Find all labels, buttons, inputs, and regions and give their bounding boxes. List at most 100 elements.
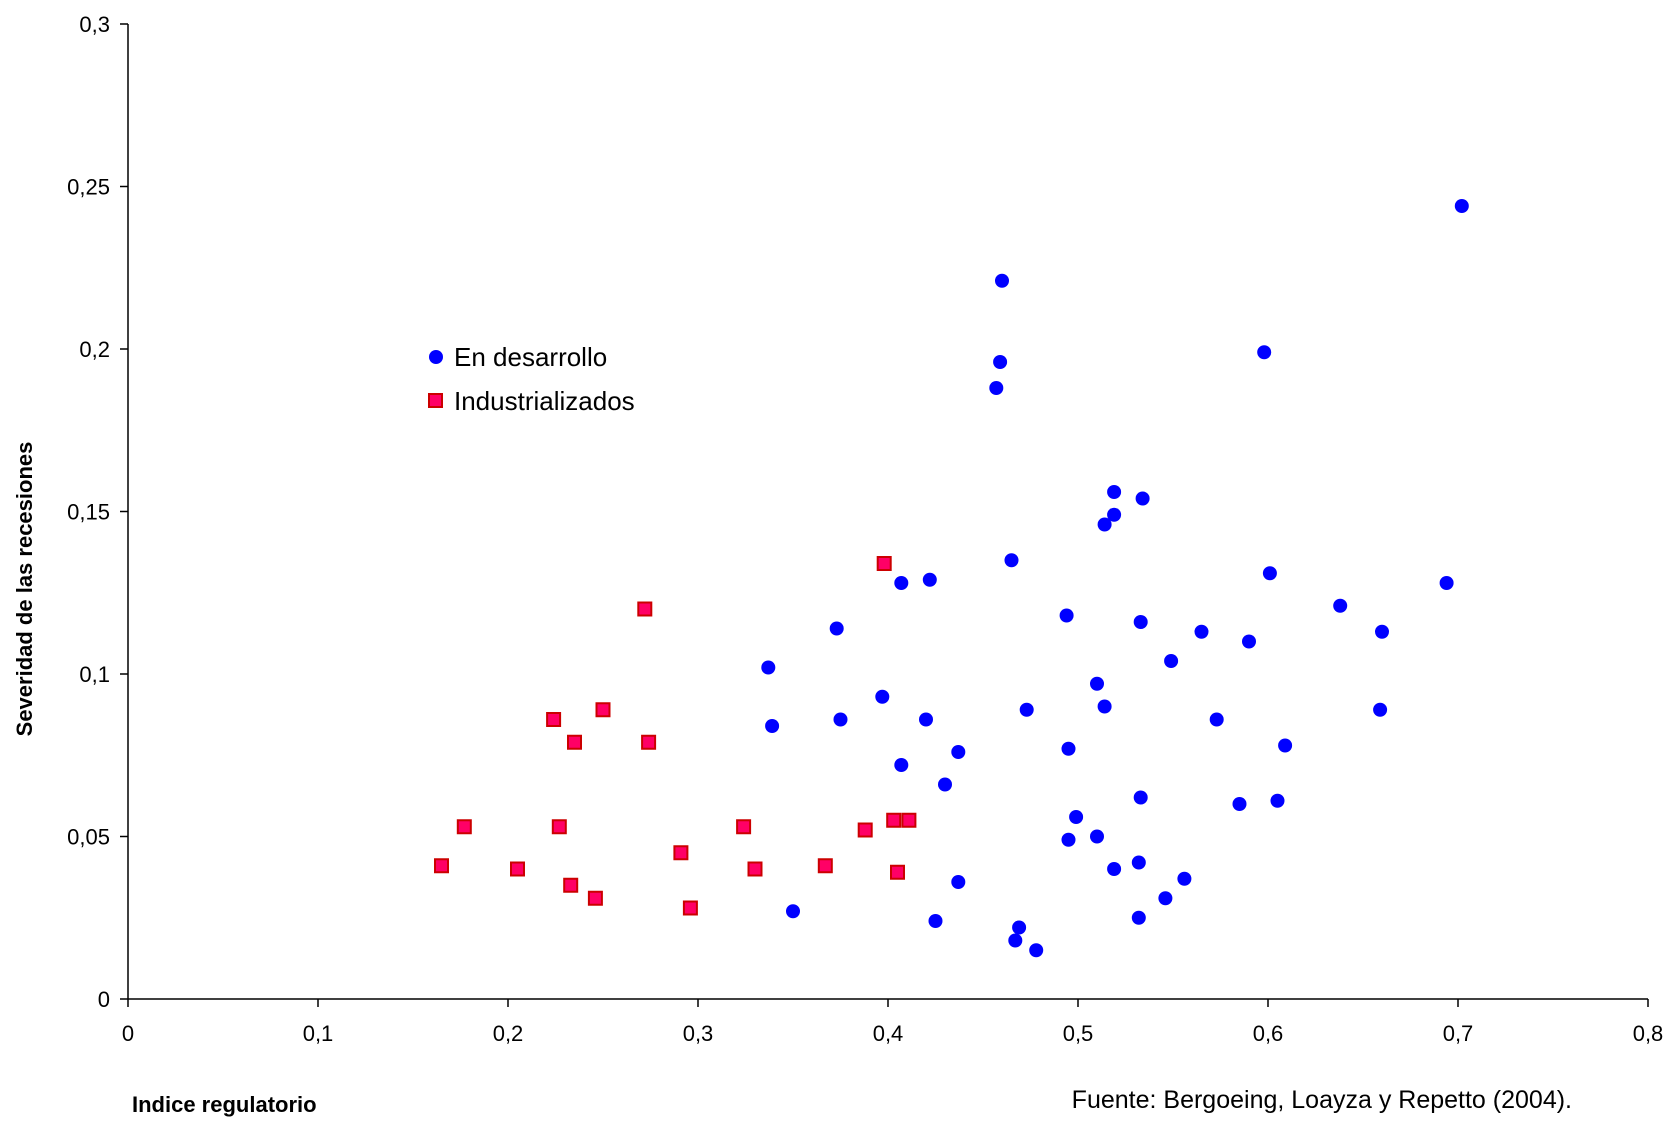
- point-en-desarrollo: [938, 777, 952, 792]
- point-en-desarrollo: [1194, 624, 1209, 639]
- y-tick-label: 0: [98, 987, 110, 1012]
- point-en-desarrollo: [1107, 507, 1122, 522]
- point-en-desarrollo: [829, 621, 844, 636]
- x-tick-label: 0,4: [873, 1021, 904, 1046]
- y-tick-label: 0,05: [67, 825, 110, 850]
- y-tick-label: 0,15: [67, 500, 110, 525]
- point-en-desarrollo: [1107, 862, 1122, 876]
- y-tick-label: 0,2: [79, 337, 110, 362]
- x-tick-label: 0,5: [1063, 1021, 1094, 1046]
- x-tick-label: 0,7: [1443, 1021, 1474, 1046]
- point-en-desarrollo: [951, 875, 966, 889]
- x-tick-label: 0,1: [303, 1021, 334, 1046]
- point-industrializados: [901, 812, 917, 828]
- point-industrializados: [890, 864, 905, 880]
- point-industrializados: [595, 702, 611, 718]
- point-en-desarrollo: [1439, 576, 1454, 590]
- y-tick-label: 0,3: [79, 12, 110, 37]
- point-industrializados: [551, 819, 567, 835]
- y-tick-label: 0,1: [79, 662, 110, 687]
- point-industrializados: [682, 900, 698, 916]
- point-en-desarrollo: [1069, 810, 1084, 824]
- x-tick-label: 0,3: [683, 1021, 714, 1046]
- point-en-desarrollo: [1158, 891, 1173, 906]
- point-industrializados: [817, 858, 833, 874]
- y-ticks: 0 0,05 0,1 0,15 0,2 0,25 0,3: [67, 12, 128, 1012]
- point-en-desarrollo: [1131, 855, 1146, 870]
- point-en-desarrollo: [928, 914, 943, 928]
- point-en-desarrollo: [894, 758, 909, 772]
- legend-label-industrializados: Industrializados: [454, 386, 635, 416]
- point-en-desarrollo: [894, 576, 909, 590]
- point-en-desarrollo: [1133, 790, 1148, 805]
- point-industrializados: [567, 734, 582, 750]
- point-en-desarrollo: [951, 745, 966, 759]
- point-en-desarrollo: [922, 572, 937, 587]
- point-en-desarrollo: [1107, 485, 1122, 499]
- point-en-desarrollo: [1232, 797, 1247, 811]
- legend: En desarrollo Industrializados: [428, 342, 635, 416]
- point-en-desarrollo: [1242, 634, 1256, 649]
- point-en-desarrollo: [1004, 553, 1019, 568]
- point-en-desarrollo: [1059, 608, 1074, 623]
- point-en-desarrollo: [1375, 624, 1389, 639]
- point-industrializados: [673, 845, 689, 861]
- point-en-desarrollo: [989, 381, 1004, 395]
- y-axis-label: Severidad de las recesiones: [12, 442, 37, 737]
- point-en-desarrollo: [1090, 676, 1104, 691]
- point-en-desarrollo: [1133, 615, 1148, 629]
- point-industrializados: [857, 822, 873, 838]
- point-industrializados: [434, 858, 449, 874]
- point-en-desarrollo: [833, 712, 848, 727]
- point-en-desarrollo: [1097, 699, 1112, 714]
- data-points: [434, 199, 1469, 958]
- point-en-desarrollo: [1019, 702, 1034, 717]
- point-en-desarrollo: [993, 355, 1008, 369]
- point-industrializados: [563, 877, 579, 893]
- legend-label-en-desarrollo: En desarrollo: [454, 342, 607, 372]
- point-en-desarrollo: [1131, 910, 1146, 925]
- point-en-desarrollo: [1454, 199, 1469, 213]
- x-tick-label: 0,6: [1253, 1021, 1284, 1046]
- legend-marker-en-desarrollo: [429, 350, 443, 364]
- point-industrializados: [546, 712, 562, 727]
- point-en-desarrollo: [1333, 598, 1348, 613]
- point-en-desarrollo: [761, 660, 776, 675]
- legend-marker-industrializados: [428, 393, 443, 408]
- point-en-desarrollo: [1270, 793, 1285, 808]
- point-en-desarrollo: [1008, 933, 1023, 948]
- point-industrializados: [510, 861, 525, 877]
- point-en-desarrollo: [1209, 712, 1224, 727]
- point-industrializados: [641, 734, 657, 750]
- point-en-desarrollo: [786, 904, 800, 919]
- point-en-desarrollo: [995, 273, 1009, 288]
- x-tick-label: 0: [122, 1021, 134, 1046]
- point-en-desarrollo: [1177, 871, 1192, 886]
- x-tick-label: 0,2: [493, 1021, 524, 1046]
- x-tick-label: 0,8: [1633, 1021, 1664, 1046]
- point-industrializados: [587, 890, 603, 906]
- point-industrializados: [886, 812, 902, 828]
- point-en-desarrollo: [1164, 654, 1179, 668]
- point-en-desarrollo: [1090, 829, 1104, 844]
- x-ticks: 0 0,1 0,2 0,3 0,4 0,5 0,6 0,7 0,8: [122, 999, 1663, 1046]
- axes: 0 0,1 0,2 0,3 0,4 0,5 0,6 0,7 0,8 0 0,05 0,1 0,15 0,…: [67, 12, 1663, 1046]
- point-en-desarrollo: [1061, 741, 1076, 756]
- point-en-desarrollo: [1061, 832, 1076, 847]
- point-industrializados: [456, 819, 472, 835]
- point-en-desarrollo: [1257, 345, 1272, 360]
- point-en-desarrollo: [1262, 566, 1277, 581]
- point-industrializados: [876, 556, 892, 571]
- point-en-desarrollo: [1135, 491, 1150, 506]
- point-en-desarrollo: [1373, 702, 1388, 717]
- source-note: Fuente: Bergoeing, Loayza y Repetto (200…: [1071, 1086, 1572, 1114]
- point-industrializados: [637, 601, 653, 617]
- x-axis-label: Indice regulatorio: [132, 1092, 317, 1117]
- point-en-desarrollo: [919, 712, 933, 727]
- point-en-desarrollo: [1278, 738, 1293, 753]
- point-en-desarrollo: [875, 689, 890, 704]
- point-en-desarrollo: [1029, 943, 1044, 958]
- point-en-desarrollo: [1097, 517, 1112, 532]
- point-industrializados: [747, 861, 763, 877]
